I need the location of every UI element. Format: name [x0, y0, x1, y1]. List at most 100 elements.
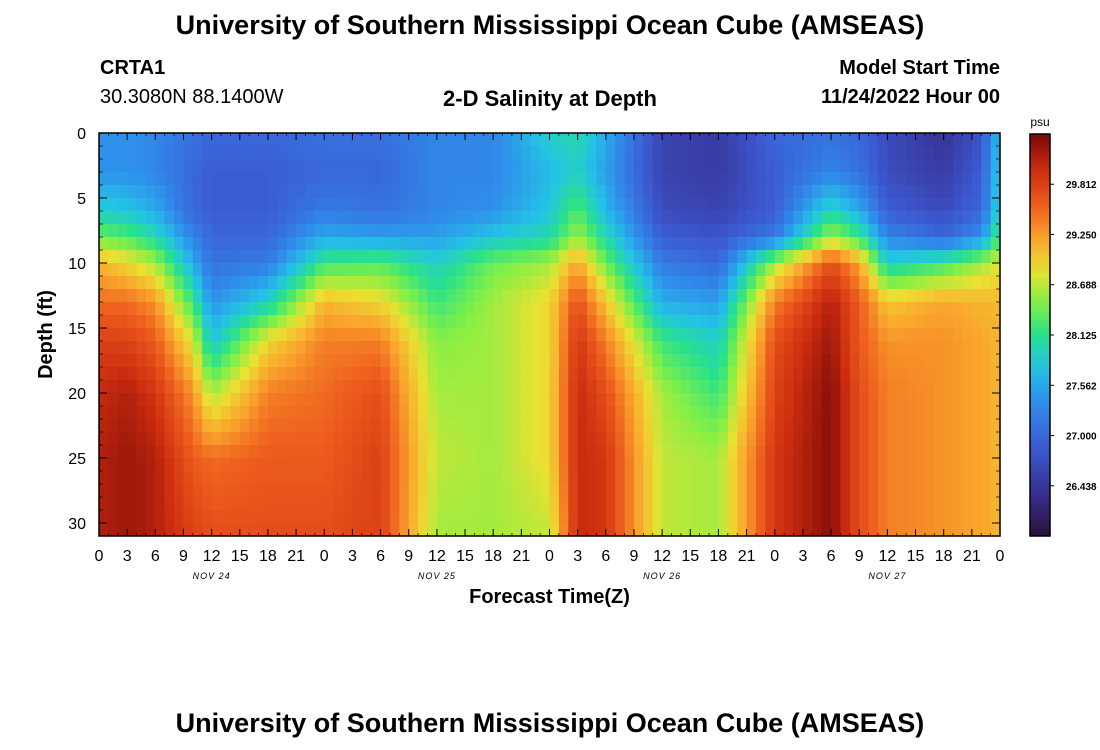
heatmap-cell: [540, 484, 551, 498]
heatmap-cell: [446, 380, 457, 394]
heatmap-cell: [624, 289, 635, 303]
heatmap-cell: [99, 367, 109, 381]
heatmap-cell: [877, 198, 888, 212]
heatmap-cell: [877, 380, 888, 394]
heatmap-cell: [483, 224, 494, 238]
heatmap-cell: [727, 315, 738, 329]
heatmap-cell: [408, 471, 419, 485]
heatmap-cell: [314, 159, 325, 173]
heatmap-cell: [221, 471, 231, 485]
heatmap-cell: [699, 406, 710, 420]
heatmap-cell: [821, 172, 832, 186]
heatmap-cell: [793, 198, 804, 212]
heatmap-cell: [887, 406, 898, 420]
heatmap-cell: [399, 302, 410, 316]
heatmap-cell: [662, 419, 673, 433]
heatmap-cell: [277, 471, 288, 485]
heatmap-cell: [887, 172, 898, 186]
heatmap-cell: [577, 133, 588, 147]
heatmap-cell: [690, 302, 701, 316]
heatmap-cell: [155, 211, 166, 225]
heatmap-cell: [718, 341, 729, 355]
heatmap-cell: [136, 211, 147, 225]
heatmap-cell: [202, 471, 213, 485]
heatmap-cell: [840, 198, 851, 212]
heatmap-cell: [943, 497, 954, 511]
heatmap-cell: [371, 510, 382, 524]
x-tick-label: 3: [573, 548, 582, 565]
heatmap-cell: [680, 354, 691, 368]
heatmap-cell: [953, 146, 964, 160]
heatmap-cell: [511, 250, 522, 264]
heatmap-cell: [249, 523, 260, 536]
heatmap-cell: [221, 458, 231, 472]
heatmap-cell: [624, 172, 635, 186]
heatmap-cell: [127, 406, 138, 420]
heatmap-cell: [981, 198, 992, 212]
heatmap-cell: [812, 523, 823, 536]
heatmap-cell: [990, 198, 1000, 212]
heatmap-cell: [868, 263, 879, 277]
heatmap-cell: [324, 133, 335, 147]
heatmap-cell: [821, 458, 832, 472]
heatmap-cell: [267, 523, 278, 536]
heatmap-cell: [333, 484, 344, 498]
heatmap-cell: [906, 263, 917, 277]
heatmap-cell: [690, 341, 701, 355]
heatmap-cell: [633, 289, 644, 303]
heatmap-cell: [568, 445, 579, 459]
heatmap-cell: [136, 406, 147, 420]
heatmap-cell: [389, 302, 400, 316]
heatmap-cell: [840, 445, 851, 459]
heatmap-cell: [924, 393, 935, 407]
heatmap-cell: [577, 289, 588, 303]
heatmap-cell: [389, 380, 400, 394]
heatmap-cell: [906, 393, 917, 407]
heatmap-cell: [399, 445, 410, 459]
heatmap-cell: [821, 211, 832, 225]
heatmap-cell: [765, 380, 776, 394]
heatmap-cell: [389, 393, 400, 407]
heatmap-cell: [155, 289, 166, 303]
heatmap-cell: [145, 133, 156, 147]
heatmap-cell: [868, 289, 879, 303]
heatmap-cell: [624, 315, 635, 329]
heatmap-cell: [662, 367, 673, 381]
y-tick-label: 25: [68, 451, 86, 468]
heatmap-cell: [249, 510, 260, 524]
heatmap-cell: [540, 380, 551, 394]
heatmap-cell: [286, 406, 297, 420]
heatmap-cell: [558, 354, 569, 368]
heatmap-cell: [737, 497, 748, 511]
heatmap-cell: [380, 380, 391, 394]
heatmap-cell: [643, 146, 654, 160]
heatmap-cell: [502, 159, 513, 173]
heatmap-cell: [568, 172, 579, 186]
heatmap-cell: [699, 471, 710, 485]
heatmap-cell: [361, 510, 372, 524]
heatmap-cell: [521, 289, 532, 303]
heatmap-cell: [399, 185, 410, 199]
heatmap-cell: [568, 185, 579, 199]
heatmap-cell: [821, 367, 832, 381]
heatmap-cell: [446, 471, 457, 485]
heatmap-cell: [108, 380, 119, 394]
colorbar: psu29.81229.25028.68828.12527.56227.0002…: [1029, 115, 1097, 537]
heatmap-cell: [277, 419, 288, 433]
heatmap-cell: [221, 432, 231, 446]
heatmap-cell: [296, 406, 307, 420]
heatmap-cell: [314, 276, 325, 290]
heatmap-cell: [577, 458, 588, 472]
heatmap-cell: [671, 432, 682, 446]
heatmap-cell: [943, 393, 954, 407]
heatmap-cell: [333, 471, 344, 485]
heatmap-cell: [511, 367, 522, 381]
heatmap-cell: [239, 250, 250, 264]
heatmap-cell: [652, 354, 663, 368]
heatmap-cell: [765, 393, 776, 407]
heatmap-cell: [727, 419, 738, 433]
date-label: NOV 24: [193, 571, 231, 581]
heatmap-cell: [296, 458, 307, 472]
heatmap-cell: [474, 185, 485, 199]
heatmap-cell: [690, 159, 701, 173]
